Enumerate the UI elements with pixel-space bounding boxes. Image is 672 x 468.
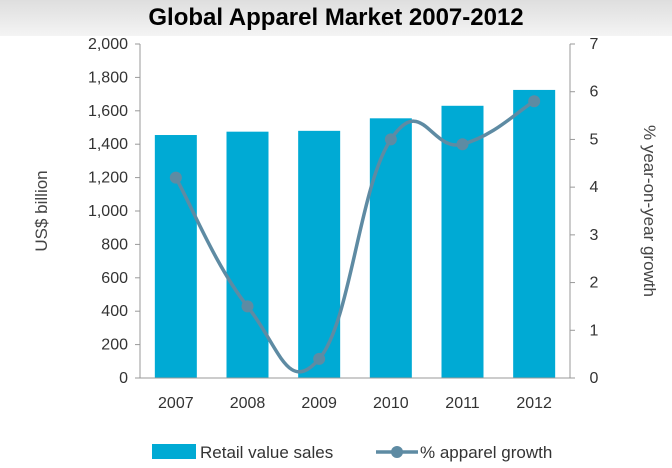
bar-2008: [226, 131, 269, 378]
left-tick-label: 1,600: [88, 103, 128, 120]
bar-2007: [154, 135, 197, 378]
legend-line-marker: [391, 446, 403, 458]
left-tick-label: 0: [119, 370, 128, 387]
x-tick-label: 2012: [516, 395, 552, 412]
right-tick-label: 6: [590, 84, 599, 101]
x-axis: 2007 2008 2009 2010 2011 2012: [140, 377, 570, 412]
bar-2011: [441, 105, 484, 378]
x-tick-label: 2007: [158, 395, 194, 412]
left-tick-label: 1,200: [88, 170, 128, 187]
bar-2012: [513, 89, 556, 379]
growth-point-2012: [528, 95, 541, 108]
left-tick-label: 2,000: [88, 36, 128, 53]
right-tick-label: 5: [590, 131, 599, 148]
right-axis: 0 1 2 3 4 5 6 7: [569, 36, 599, 387]
growth-point-2008: [241, 300, 254, 313]
left-tick-label: 1,800: [88, 69, 128, 86]
left-tick-label: 800: [101, 236, 128, 253]
left-tick-label: 1,400: [88, 136, 128, 153]
right-tick-label: 1: [590, 322, 599, 339]
growth-point-2007: [169, 171, 182, 184]
left-axis: 0 200 400 600 800 1,000 1,200 1,400 1,600 1,800 2,…: [88, 36, 141, 387]
growth-point-2011: [456, 138, 469, 151]
bar-2009: [298, 130, 341, 378]
left-tick-label: 400: [101, 303, 128, 320]
x-tick-label: 2009: [301, 395, 337, 412]
legend: Retail value sales % apparel growth: [152, 443, 552, 462]
legend-line-label: % apparel growth: [420, 443, 552, 462]
right-tick-label: 0: [590, 370, 599, 387]
x-tick-label: 2011: [445, 395, 480, 412]
legend-bar-label: Retail value sales: [200, 443, 333, 462]
title-bar: [0, 0, 672, 36]
left-tick-label: 600: [101, 270, 128, 287]
growth-point-2009: [313, 352, 326, 365]
bar-2010: [369, 118, 412, 378]
right-tick-label: 4: [590, 179, 599, 196]
growth-point-2010: [384, 133, 397, 146]
line-series: [169, 95, 541, 374]
axis-titles: US$ billion % year-on-year growth: [32, 125, 659, 297]
bar-series: [154, 89, 556, 379]
left-tick-label: 1,000: [88, 203, 128, 220]
right-tick-label: 3: [590, 227, 599, 244]
right-tick-label: 2: [590, 275, 599, 292]
right-tick-label: 7: [590, 36, 599, 53]
chart-title: Global Apparel Market 2007-2012: [148, 4, 524, 31]
x-tick-label: 2010: [373, 395, 409, 412]
legend-bar-swatch: [152, 444, 196, 459]
y-axis-title: US$ billion: [32, 170, 51, 251]
y2-axis-title: % year-on-year growth: [640, 125, 659, 297]
left-tick-label: 200: [101, 337, 128, 354]
x-tick-label: 2008: [230, 395, 266, 412]
